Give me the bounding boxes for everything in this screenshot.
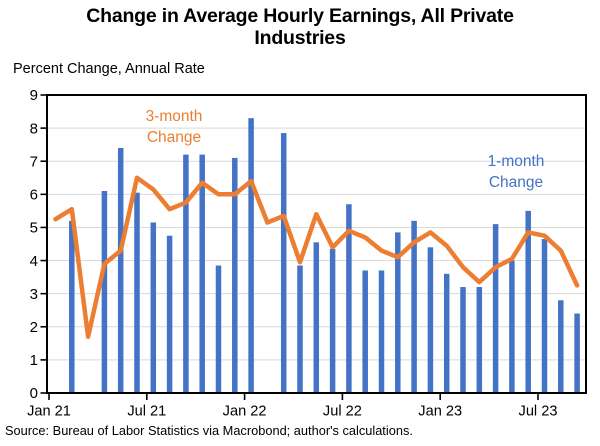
bar-Jan-23 xyxy=(443,273,450,392)
x-tick-label-Jul-22: Jul 22 xyxy=(323,404,362,420)
series-label-3-month-line-2: Change xyxy=(146,129,202,146)
bar-Apr-22 xyxy=(297,265,303,392)
bar-Jun-21 xyxy=(134,192,140,392)
y-tick-label-8: 8 xyxy=(30,120,38,137)
bar-Mar-23 xyxy=(476,287,483,392)
chart-title-line-1: Change in Average Hourly Earnings, All P… xyxy=(86,5,514,27)
bar-May-23 xyxy=(509,260,515,392)
y-tick-label-3: 3 xyxy=(30,286,38,303)
x-tick-label-Jan-23: Jan 23 xyxy=(418,404,462,420)
y-tick-label-4: 4 xyxy=(30,253,38,270)
trend-line-3-month xyxy=(53,175,580,339)
series-label-3-month-change: 3-month Change xyxy=(104,106,244,148)
series-label-3-month-line-1: 3-month xyxy=(145,108,203,125)
bar-Aug-21 xyxy=(166,235,173,392)
bar-Aug-22 xyxy=(362,270,368,392)
bar-Dec-21 xyxy=(232,157,238,392)
bar-Jan-22 xyxy=(248,118,254,392)
series-label-1-month-change: 1-month Change xyxy=(446,151,586,193)
chart-title: Change in Average Hourly Earnings, All P… xyxy=(0,5,600,49)
source-note: Source: Bureau of Labor Statistics via M… xyxy=(5,423,413,438)
bar-Dec-22 xyxy=(427,247,434,392)
bar-Jun-23 xyxy=(525,210,531,392)
chart-title-line-2: Industries xyxy=(254,27,346,49)
y-tick-label-7: 7 xyxy=(30,153,38,170)
bar-Apr-23 xyxy=(492,224,499,392)
y-tick-label-2: 2 xyxy=(30,319,38,336)
bar-Jun-22 xyxy=(329,248,336,392)
bar-Sep-23 xyxy=(574,313,580,392)
x-tick-label-Jan-22: Jan 22 xyxy=(223,404,267,420)
x-tick-label-Jul-21: Jul 21 xyxy=(127,404,166,420)
bar-Oct-21 xyxy=(199,154,205,392)
plot-border xyxy=(46,94,587,394)
bar-Sep-22 xyxy=(378,270,385,392)
bar-Mar-22 xyxy=(280,133,287,393)
bar-May-22 xyxy=(313,242,320,392)
series-label-1-month-line-1: 1-month xyxy=(487,153,545,170)
bar-Jul-21 xyxy=(150,222,157,392)
bar-Sep-21 xyxy=(183,154,189,392)
bar-Aug-23 xyxy=(558,300,564,392)
bar-May-21 xyxy=(117,147,124,392)
x-tick-label-Jul-23: Jul 23 xyxy=(519,404,558,420)
bar-Feb-21 xyxy=(69,220,75,392)
y-tick-label-6: 6 xyxy=(30,187,38,204)
bar-Apr-21 xyxy=(101,191,108,392)
bar-Jul-22 xyxy=(346,204,352,392)
bar-Jul-23 xyxy=(541,239,548,392)
axis-units-label: Percent Change, Annual Rate xyxy=(13,61,205,77)
bar-Nov-21 xyxy=(215,265,222,392)
y-tick-label-1: 1 xyxy=(30,352,38,369)
series-label-1-month-line-2: Change xyxy=(488,174,544,191)
x-tick-label-Jan-21: Jan 21 xyxy=(27,404,71,420)
y-tick-label-5: 5 xyxy=(30,220,38,237)
y-tick-label-0: 0 xyxy=(30,385,38,402)
bar-Nov-22 xyxy=(411,220,417,392)
bar-Oct-22 xyxy=(395,232,401,392)
bar-Feb-23 xyxy=(460,287,466,392)
y-tick-label-9: 9 xyxy=(30,87,38,104)
